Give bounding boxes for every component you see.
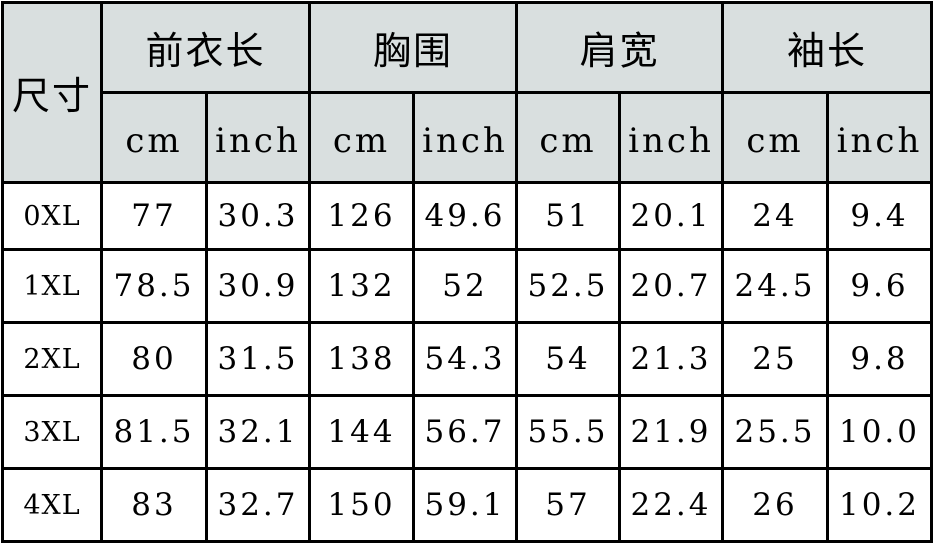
value-cell: 30.9 [205, 248, 311, 324]
value-cell: 24 [721, 181, 829, 251]
group-header-sleeve: 袖长 [721, 1, 933, 94]
value-cell: 55.5 [515, 394, 621, 470]
size-cell: 2XL [1, 321, 103, 397]
size-cell: 1XL [1, 248, 103, 324]
value-cell: 21.9 [618, 394, 724, 470]
value-cell: 126 [308, 181, 415, 251]
table-row: 2XL 80 31.5 138 54.3 54 21.3 25 9.8 [1, 321, 933, 397]
value-cell: 80 [100, 321, 208, 397]
value-cell: 52.5 [515, 248, 621, 324]
unit-header-cm: cm [308, 91, 415, 184]
value-cell: 26 [721, 467, 829, 543]
table-row: 4XL 83 32.7 150 59.1 57 22.4 26 10.2 [1, 467, 933, 543]
value-cell: 32.1 [205, 394, 311, 470]
size-cell: 0XL [1, 181, 103, 251]
header-row-units: cm inch cm inch cm inch cm inch [3, 91, 933, 184]
group-header-front-length: 前衣长 [100, 1, 311, 94]
value-cell: 22.4 [618, 467, 724, 543]
value-cell: 20.1 [618, 181, 724, 251]
value-cell: 78.5 [100, 248, 208, 324]
value-cell: 56.7 [412, 394, 518, 470]
table-row: 1XL 78.5 30.9 132 52 52.5 20.7 24.5 9.6 [1, 248, 933, 324]
group-header-shoulder: 肩宽 [515, 1, 724, 94]
unit-header-inch: inch [618, 91, 724, 184]
value-cell: 21.3 [618, 321, 724, 397]
value-cell: 31.5 [205, 321, 311, 397]
size-cell: 3XL [1, 394, 103, 470]
value-cell: 81.5 [100, 394, 208, 470]
table-row: 3XL 81.5 32.1 144 56.7 55.5 21.9 25.5 10.0 [1, 394, 933, 470]
unit-header-cm: cm [515, 91, 621, 184]
value-cell: 24.5 [721, 248, 829, 324]
value-cell: 52 [412, 248, 518, 324]
value-cell: 51 [515, 181, 621, 251]
unit-header-inch: inch [205, 91, 311, 184]
size-cell: 4XL [1, 467, 103, 543]
value-cell: 32.7 [205, 467, 311, 543]
value-cell: 10.2 [826, 467, 933, 543]
value-cell: 9.8 [826, 321, 933, 397]
value-cell: 54 [515, 321, 621, 397]
value-cell: 83 [100, 467, 208, 543]
table-row: 0XL 77 30.3 126 49.6 51 20.1 24 9.4 [1, 181, 933, 251]
value-cell: 144 [308, 394, 415, 470]
header-row-groups: 尺寸 前衣长 胸围 肩宽 袖长 [1, 1, 933, 184]
value-cell: 25 [721, 321, 829, 397]
value-cell: 138 [308, 321, 415, 397]
value-cell: 49.6 [412, 181, 518, 251]
value-cell: 57 [515, 467, 621, 543]
value-cell: 54.3 [412, 321, 518, 397]
value-cell: 25.5 [721, 394, 829, 470]
group-header-chest: 胸围 [308, 1, 518, 94]
value-cell: 30.3 [205, 181, 311, 251]
value-cell: 20.7 [618, 248, 724, 324]
unit-header-cm: cm [721, 91, 829, 184]
value-cell: 9.6 [826, 248, 933, 324]
unit-header-inch: inch [412, 91, 518, 184]
value-cell: 132 [308, 248, 415, 324]
value-cell: 59.1 [412, 467, 518, 543]
value-cell: 77 [100, 181, 208, 251]
value-cell: 10.0 [826, 394, 933, 470]
corner-header-size: 尺寸 [1, 1, 103, 184]
unit-header-cm: cm [100, 91, 208, 184]
unit-header-inch: inch [826, 91, 933, 184]
value-cell: 150 [308, 467, 415, 543]
value-cell: 9.4 [826, 181, 933, 251]
